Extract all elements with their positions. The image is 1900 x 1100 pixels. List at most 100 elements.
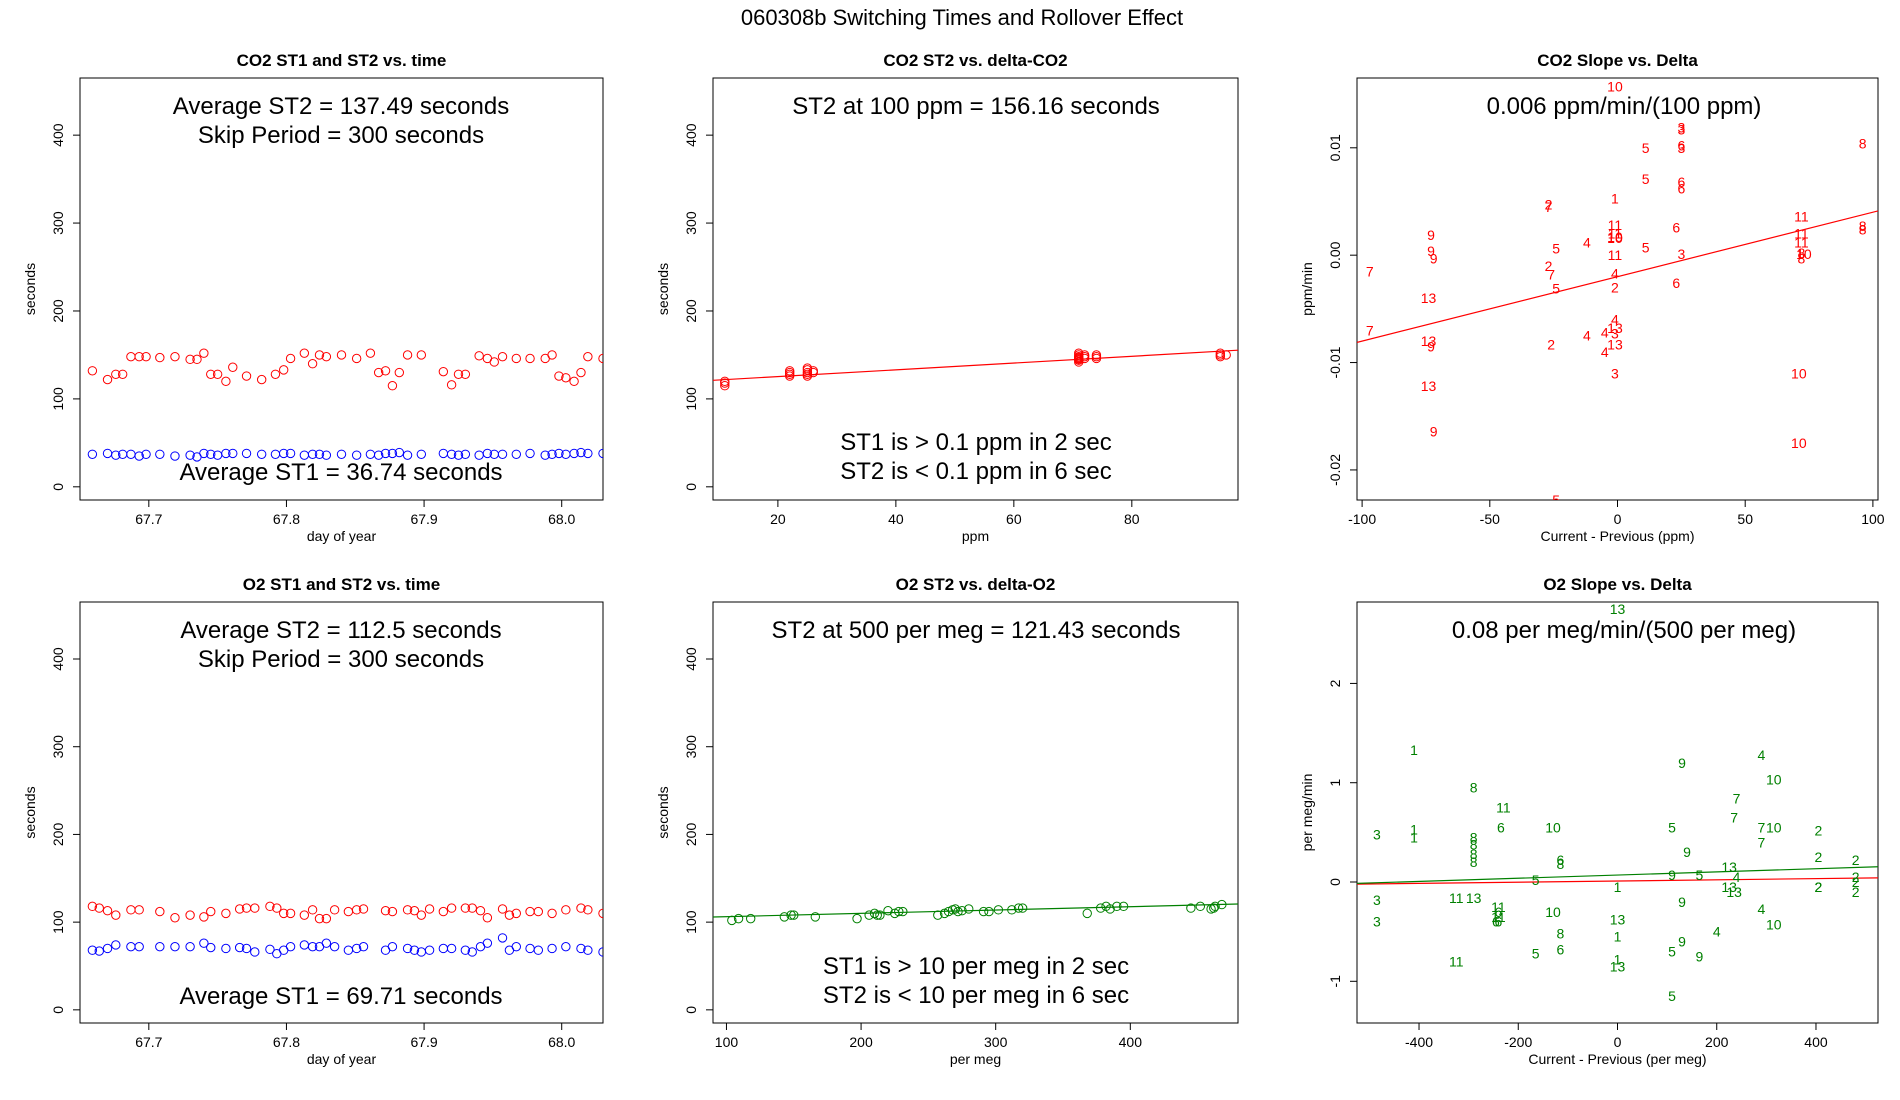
point-label: 13 — [1421, 378, 1437, 394]
point-label: 2 — [1815, 879, 1823, 895]
data-point-st2 — [482, 913, 493, 923]
data-point-st2 — [155, 352, 165, 363]
data-point-st1 — [250, 947, 260, 957]
point-label: 9 — [1427, 338, 1435, 354]
panel-title: CO2 ST2 vs. delta-CO2 — [883, 51, 1067, 70]
data-point-st2 — [1074, 352, 1084, 363]
data-point-st1 — [402, 943, 413, 954]
x-tick-label: 300 — [984, 1034, 1008, 1050]
point-label: 9 — [1427, 243, 1435, 259]
point-label: 4 — [1757, 901, 1765, 917]
data-point-st1 — [126, 941, 136, 952]
y-tick-label: 400 — [683, 647, 699, 671]
y-tick-label: 300 — [683, 735, 699, 759]
data-point-st2 — [1091, 350, 1102, 360]
data-point-st1 — [299, 940, 310, 950]
data-point-st1 — [134, 451, 144, 461]
data-point-st1 — [497, 933, 508, 943]
x-tick-label: 0 — [1614, 1034, 1622, 1050]
x-tick-label: 50 — [1737, 511, 1753, 527]
point-label: 8 — [1557, 856, 1565, 872]
data-point-st1 — [598, 448, 603, 459]
point-label: 1 — [1614, 929, 1622, 945]
panel-2: CO2 ST2 vs. delta-CO2 20 40 60 80 0 100 200 300 4… — [655, 51, 1239, 544]
data-point-st1 — [409, 945, 420, 955]
data-point-st2 — [727, 915, 737, 926]
data-point-st1 — [511, 449, 521, 459]
data-point-st2 — [561, 905, 571, 915]
point-label: 2 — [1852, 869, 1860, 885]
y-axis-label: per meg/min — [1299, 774, 1315, 852]
data-point-st2 — [170, 351, 180, 362]
x-tick-label: 67.7 — [135, 1034, 162, 1050]
data-point-st2 — [446, 903, 457, 913]
data-point-st2 — [87, 366, 98, 376]
data-point-st2 — [460, 369, 471, 379]
data-point-st1 — [511, 941, 521, 952]
data-point-st2 — [351, 353, 362, 364]
data-point-st1 — [87, 945, 98, 955]
data-point-st2 — [416, 910, 427, 920]
data-point-st1 — [467, 947, 477, 957]
y-tick-label: 0 — [683, 483, 699, 491]
data-point-st1 — [206, 942, 216, 953]
point-label: 10 — [1545, 819, 1561, 835]
data-point-st1 — [307, 941, 318, 952]
y-tick-label: 0 — [683, 1006, 699, 1014]
point-label: 13 — [1607, 320, 1623, 336]
data-point-st2 — [1007, 905, 1017, 915]
data-point-st2 — [964, 904, 974, 914]
data-point-st2 — [898, 906, 908, 917]
data-point-st2 — [111, 910, 121, 920]
data-point-st2 — [547, 908, 557, 919]
fit-line — [713, 349, 1238, 381]
data-point-st1 — [199, 448, 209, 459]
data-point-st1 — [460, 449, 471, 459]
point-label: 10 — [1607, 229, 1623, 245]
annotation-text: Average ST1 = 69.71 seconds — [179, 983, 502, 1010]
data-point-st1 — [141, 449, 151, 459]
data-point-st2 — [852, 913, 862, 924]
x-axis-label: day of year — [307, 528, 377, 544]
data-point-st1 — [265, 944, 275, 955]
data-point-st1 — [111, 450, 121, 460]
data-point-st2 — [351, 905, 362, 915]
point-label: 2 — [1545, 258, 1553, 274]
data-point-st2 — [511, 908, 521, 919]
x-tick-label: 68.0 — [548, 511, 575, 527]
data-point-st2 — [561, 373, 571, 383]
y-axis-label: seconds — [22, 263, 38, 315]
point-label: 4 — [1583, 328, 1591, 344]
data-point-st1 — [497, 449, 508, 459]
data-point-st2 — [1221, 350, 1231, 360]
data-point-st1 — [438, 448, 449, 459]
data-point-st2 — [1105, 904, 1115, 914]
data-point-st2 — [307, 905, 318, 915]
data-point-st2 — [424, 904, 435, 914]
data-point-st2 — [117, 369, 128, 379]
panel-title: O2 ST1 and ST2 vs. time — [243, 575, 440, 594]
point-label: 6 — [1677, 138, 1685, 154]
data-point-st2 — [511, 353, 521, 364]
data-point-st2 — [141, 351, 151, 362]
x-tick-label: 100 — [715, 1034, 739, 1050]
data-point-st2 — [745, 913, 756, 924]
panel-3: CO2 Slope vs. Delta -100 -50 0 50 100 -0.02 -0.… — [1299, 51, 1885, 544]
data-point-st1 — [285, 941, 296, 952]
point-label: 3 — [1373, 826, 1381, 842]
data-point-st2 — [1079, 351, 1090, 362]
point-label: 13 — [1721, 879, 1737, 895]
data-point-st1 — [365, 449, 376, 459]
data-point-st2 — [321, 351, 332, 362]
data-point-st2 — [387, 381, 398, 391]
point-label: 6 — [1672, 219, 1680, 235]
data-point-st1 — [387, 448, 398, 459]
data-point-st2 — [872, 910, 882, 920]
x-tick-label: 60 — [1006, 511, 1022, 527]
y-tick-label: 0 — [50, 483, 66, 491]
point-label: 2 — [1852, 884, 1860, 900]
data-point-st1 — [206, 449, 216, 459]
x-tick-label: 0 — [1614, 511, 1622, 527]
point-label: 2 — [1545, 197, 1553, 213]
